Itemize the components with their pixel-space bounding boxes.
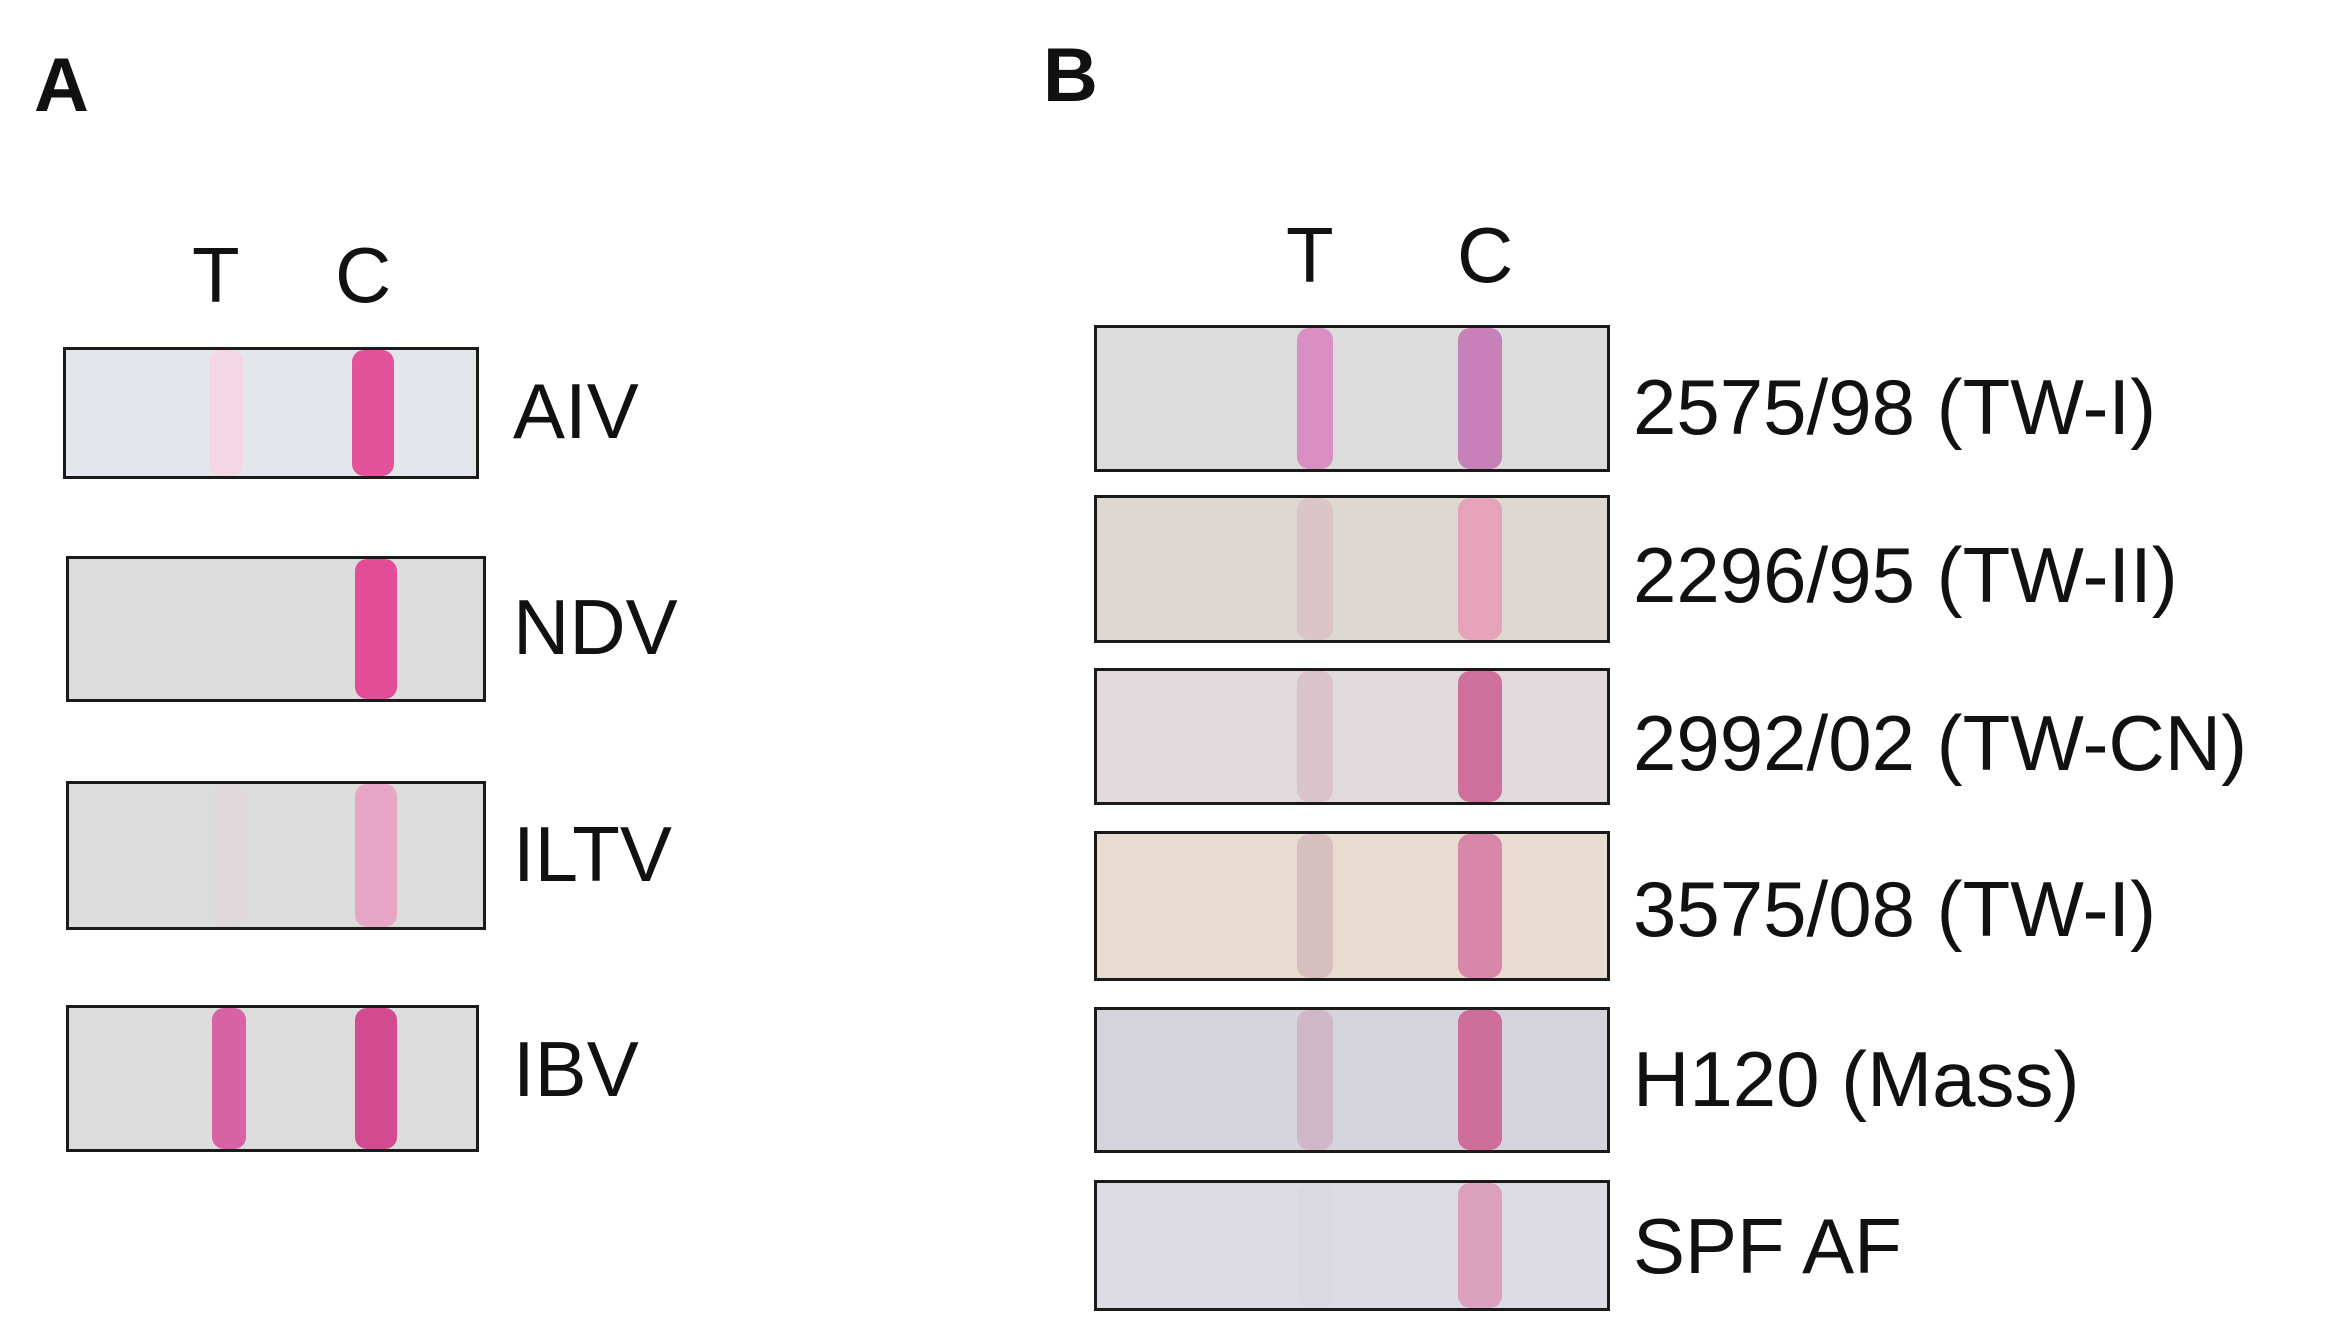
- panel-b-test-column-label: T: [1286, 211, 1334, 299]
- test-line-band: [1297, 1010, 1333, 1150]
- test-strip: [1094, 495, 1610, 643]
- test-line-band: [209, 350, 243, 476]
- test-line-band: [212, 784, 246, 927]
- strip-label: H120 (Mass): [1633, 1035, 2080, 1123]
- test-strip: [1094, 831, 1610, 981]
- test-strip: [1094, 1180, 1610, 1311]
- test-line-band: [1297, 328, 1333, 469]
- strip-label: IBV: [513, 1025, 639, 1113]
- strip-label: ILTV: [513, 810, 672, 898]
- test-strip: [66, 556, 486, 702]
- control-line-band: [1458, 1183, 1502, 1308]
- test-line-band: [212, 559, 246, 699]
- panel-b-letter: B: [1043, 33, 1098, 118]
- panel-b-control-column-label: C: [1457, 211, 1514, 299]
- strip-label: 2992/02 (TW-CN): [1633, 699, 2248, 787]
- test-strip: [66, 781, 486, 930]
- test-line-band: [1297, 1183, 1333, 1308]
- strip-label: SPF AF: [1633, 1202, 1902, 1290]
- test-strip: [1094, 1007, 1610, 1153]
- panel-a-control-column-label: C: [335, 231, 392, 319]
- test-line-band: [1297, 498, 1333, 640]
- strip-label: 3575/08 (TW-I): [1633, 865, 2157, 953]
- control-line-band: [1458, 498, 1502, 640]
- control-line-band: [355, 559, 397, 699]
- panel-a-letter: A: [34, 43, 89, 128]
- control-line-band: [1458, 671, 1502, 802]
- test-strip: [1094, 668, 1610, 805]
- control-line-band: [352, 350, 394, 476]
- panel-a-test-column-label: T: [192, 231, 240, 319]
- test-line-band: [1297, 834, 1333, 978]
- test-line-band: [212, 1008, 246, 1149]
- control-line-band: [1458, 834, 1502, 978]
- test-line-band: [1297, 671, 1333, 802]
- strip-label: AIV: [513, 367, 639, 455]
- control-line-band: [355, 784, 397, 927]
- control-line-band: [355, 1008, 397, 1149]
- test-strip: [66, 1005, 479, 1152]
- strip-label: 2575/98 (TW-I): [1633, 363, 2157, 451]
- strip-label: NDV: [513, 583, 678, 671]
- test-strip: [63, 347, 479, 479]
- control-line-band: [1458, 1010, 1502, 1150]
- strip-label: 2296/95 (TW-II): [1633, 531, 2178, 619]
- test-strip: [1094, 325, 1610, 472]
- control-line-band: [1458, 328, 1502, 469]
